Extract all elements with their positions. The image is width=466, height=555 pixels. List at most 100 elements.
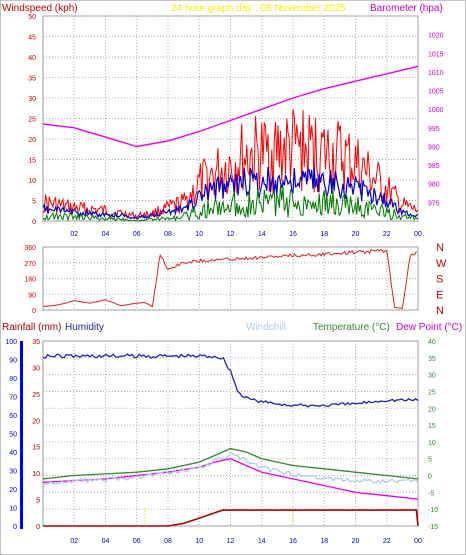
humidity-y-tick: 0 <box>13 524 17 531</box>
rainfall-y-tick: 5 <box>36 498 40 505</box>
dewpoint-label: Dew Point (°C) <box>396 322 462 333</box>
wind-series <box>42 65 419 222</box>
wind-x-tick: 18 <box>320 231 328 238</box>
humidity-y-tick: 70 <box>9 395 17 402</box>
temperature-y-tick: 35 <box>428 356 436 363</box>
graph-title: 24 hour graph day : 08 November 2025 <box>171 3 346 14</box>
barometer-y-tick: 985 <box>428 163 440 170</box>
windspeed-label: Windspeed (kph) <box>2 3 78 14</box>
wind-y-tick: 40 <box>28 55 36 62</box>
barometer-y-tick: 1020 <box>428 33 444 40</box>
temperature-x-tick: 14 <box>258 538 266 545</box>
wind-tick-labels: 02 04 06 08 10 12 14 16 18 20 22 000510152025303540… <box>28 14 443 238</box>
wind-average-line <box>42 167 419 220</box>
wind-y-tick: 45 <box>28 35 36 42</box>
temperature-x-tick: 10 <box>195 538 203 545</box>
wind-x-tick: 12 <box>227 231 235 238</box>
humidity-y-tick: 60 <box>9 413 17 420</box>
temperature-y-tick: 20 <box>428 406 436 413</box>
temperature-y-tick: 25 <box>428 389 436 396</box>
compass-tick: W <box>436 258 447 270</box>
wind-y-tick: 10 <box>28 178 36 185</box>
wind-y-tick: 35 <box>28 76 36 83</box>
direction-line <box>42 248 417 309</box>
wind-x-tick: 06 <box>133 231 141 238</box>
rainfall-y-tick: 30 <box>32 365 40 372</box>
wind-x-tick: 08 <box>164 231 172 238</box>
temperature-y-tick: 30 <box>428 373 436 380</box>
humidity-y-tick: 40 <box>9 450 17 457</box>
wind-x-tick: 00 <box>414 231 422 238</box>
compass-tick: S <box>436 274 443 286</box>
humidity-y-tick: 50 <box>9 432 17 439</box>
humidity-axis-bar <box>20 341 23 529</box>
temperature-y-tick: 10 <box>428 440 436 447</box>
wind-wind_low-line <box>42 185 419 222</box>
temperature-grid <box>42 340 419 527</box>
barometer-y-tick: 980 <box>428 182 440 189</box>
temperature-x-tick: 08 <box>164 538 172 545</box>
direction-y-tick: 360 <box>24 245 36 252</box>
temperature-x-tick: 12 <box>227 538 235 545</box>
rainfall-label: Rainfall (mm) <box>2 322 61 333</box>
temperature-y-tick: 5 <box>428 457 432 464</box>
humidity-label: Humidity <box>65 322 104 333</box>
direction-y-tick: 180 <box>24 277 36 284</box>
rainfall-y-tick: 15 <box>32 445 40 452</box>
humidity-y-tick: 80 <box>9 376 17 383</box>
barometer-y-tick: 1005 <box>428 89 444 96</box>
wind-x-tick: 16 <box>289 231 297 238</box>
wind-grid <box>42 15 419 222</box>
compass-tick: E <box>436 289 443 301</box>
direction-y-tick: 0 <box>32 308 36 315</box>
wind-x-tick: 22 <box>383 231 391 238</box>
direction-y-tick: 90 <box>28 292 36 299</box>
wind-y-tick: 0 <box>32 219 36 226</box>
rainfall-y-tick: 25 <box>32 392 40 399</box>
wind-y-tick: 30 <box>28 96 36 103</box>
temperature-line <box>42 447 419 480</box>
wind-x-tick: 10 <box>195 231 203 238</box>
temperature-y-tick: -10 <box>428 507 438 514</box>
barometer-y-tick: 975 <box>428 200 440 207</box>
humidity-y-tick: 30 <box>9 469 17 476</box>
temperature-x-tick: 18 <box>320 538 328 545</box>
temperature-x-tick: 06 <box>133 538 141 545</box>
temperature-y-tick: 40 <box>428 339 436 346</box>
wind-x-tick: 02 <box>70 231 78 238</box>
humidity-line <box>42 353 419 408</box>
temperature-label: Temperature (°C) <box>313 322 390 333</box>
wind-y-tick: 50 <box>28 14 36 21</box>
wind-x-tick: 14 <box>258 231 266 238</box>
temperature-x-tick: 04 <box>102 538 110 545</box>
humidity-y-tick: 100 <box>5 339 17 346</box>
temperature-y-tick: 15 <box>428 423 436 430</box>
direction-y-tick: 270 <box>24 261 36 268</box>
wind-x-tick: 04 <box>102 231 110 238</box>
temperature-x-tick: 16 <box>289 538 297 545</box>
humidity-y-tick: 20 <box>9 487 17 494</box>
temperature-x-tick: 22 <box>383 538 391 545</box>
barometer-y-tick: 990 <box>428 144 440 151</box>
wind-y-tick: 15 <box>28 158 36 165</box>
barometer-label: Barometer (hpa) <box>370 3 443 14</box>
rainfall-y-tick: 0 <box>36 524 40 531</box>
rainfall-y-tick: 20 <box>32 418 40 425</box>
rainfall-line <box>43 509 419 527</box>
rainfall-y-tick: 35 <box>32 339 40 346</box>
direction-series <box>42 248 417 309</box>
barometer-y-tick: 1000 <box>428 107 444 114</box>
direction-grid <box>42 246 419 311</box>
humidity-y-tick: 10 <box>9 506 17 513</box>
wind-y-tick: 25 <box>28 117 36 124</box>
barometer-y-tick: 1015 <box>428 51 444 58</box>
temperature-series <box>42 353 419 527</box>
barometer-y-tick: 995 <box>428 126 440 133</box>
temperature-y-tick: 0 <box>428 474 432 481</box>
barometer-line <box>42 65 419 148</box>
wind-y-tick: 5 <box>32 199 36 206</box>
temperature-y-tick: -5 <box>428 490 434 497</box>
temperature-x-tick: 20 <box>352 538 360 545</box>
